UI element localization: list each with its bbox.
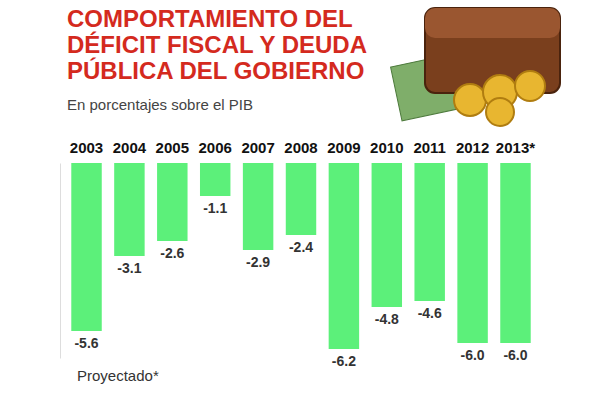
x-axis: 2003 2004 2005 2006 2007 2008 2009 2010 2011 2012… <box>70 139 535 156</box>
x-tick-label: 2004 <box>113 139 147 156</box>
bar <box>114 163 144 256</box>
data-label: -6.0 <box>461 347 485 363</box>
coin <box>454 84 486 116</box>
wallet-illustration <box>391 8 560 126</box>
x-tick: 2003 <box>70 139 103 156</box>
bars <box>71 163 530 349</box>
coin <box>486 98 514 126</box>
bar <box>457 163 487 343</box>
y-axis <box>60 164 61 359</box>
x-tick: 2011 <box>413 139 446 156</box>
x-tick-label: 2003 <box>70 139 103 156</box>
x-tick-label: 2011 <box>413 139 446 156</box>
x-tick: 2010 <box>370 139 403 156</box>
data-label: -4.8 <box>375 311 399 327</box>
bar <box>200 163 230 196</box>
x-tick: 2012 <box>456 139 489 156</box>
data-label: -6.2 <box>332 353 356 369</box>
x-tick-label: 2006 <box>199 139 232 156</box>
bar <box>243 163 273 250</box>
data-label: -5.6 <box>74 335 98 351</box>
data-label: -3.1 <box>117 260 141 276</box>
bar <box>71 163 101 331</box>
x-tick-label: 2013* <box>496 139 535 156</box>
coin <box>515 71 545 101</box>
x-tick: 2009 <box>327 139 360 156</box>
data-label: -1.1 <box>203 200 227 216</box>
chart-container: COMPORTAMIENTO DELDÉFICIT FISCAL Y DEUDA… <box>0 0 600 394</box>
title: COMPORTAMIENTO DELDÉFICIT FISCAL Y DEUDA… <box>67 5 367 84</box>
data-label: -2.6 <box>160 245 184 261</box>
annotation: Proyectado* <box>77 367 159 384</box>
wallet-flap <box>425 8 560 38</box>
bar <box>414 163 444 301</box>
x-tick: 2008 <box>284 139 317 156</box>
x-tick: 2004 <box>113 139 147 156</box>
x-tick: 2013* <box>496 139 535 156</box>
bar <box>157 163 187 241</box>
x-tick: 2005 <box>156 139 189 156</box>
bar <box>372 163 402 307</box>
x-tick-label: 2009 <box>327 139 360 156</box>
data-label: -6.0 <box>503 347 527 363</box>
data-label: -4.6 <box>418 305 442 321</box>
data-label: -2.9 <box>246 254 270 270</box>
bar <box>500 163 530 343</box>
data-label: -2.4 <box>289 239 313 255</box>
x-tick-label: 2007 <box>241 139 274 156</box>
bar <box>286 163 316 235</box>
data-labels: -5.6 -3.1 -2.6 -1.1 -2.9 -2.4 -6.2 -4.8 -4.6 -6.0… <box>74 200 527 369</box>
bar <box>329 163 359 349</box>
x-tick-label: 2008 <box>284 139 317 156</box>
x-tick-label: 2012 <box>456 139 489 156</box>
x-tick: 2007 <box>241 139 274 156</box>
subtitle: En porcentajes sobre el PIB <box>67 96 253 113</box>
y-axis-line <box>60 164 61 359</box>
x-tick: 2006 <box>199 139 232 156</box>
x-tick-label: 2010 <box>370 139 403 156</box>
x-tick-label: 2005 <box>156 139 189 156</box>
chart-svg: COMPORTAMIENTO DELDÉFICIT FISCAL Y DEUDA… <box>0 0 600 394</box>
